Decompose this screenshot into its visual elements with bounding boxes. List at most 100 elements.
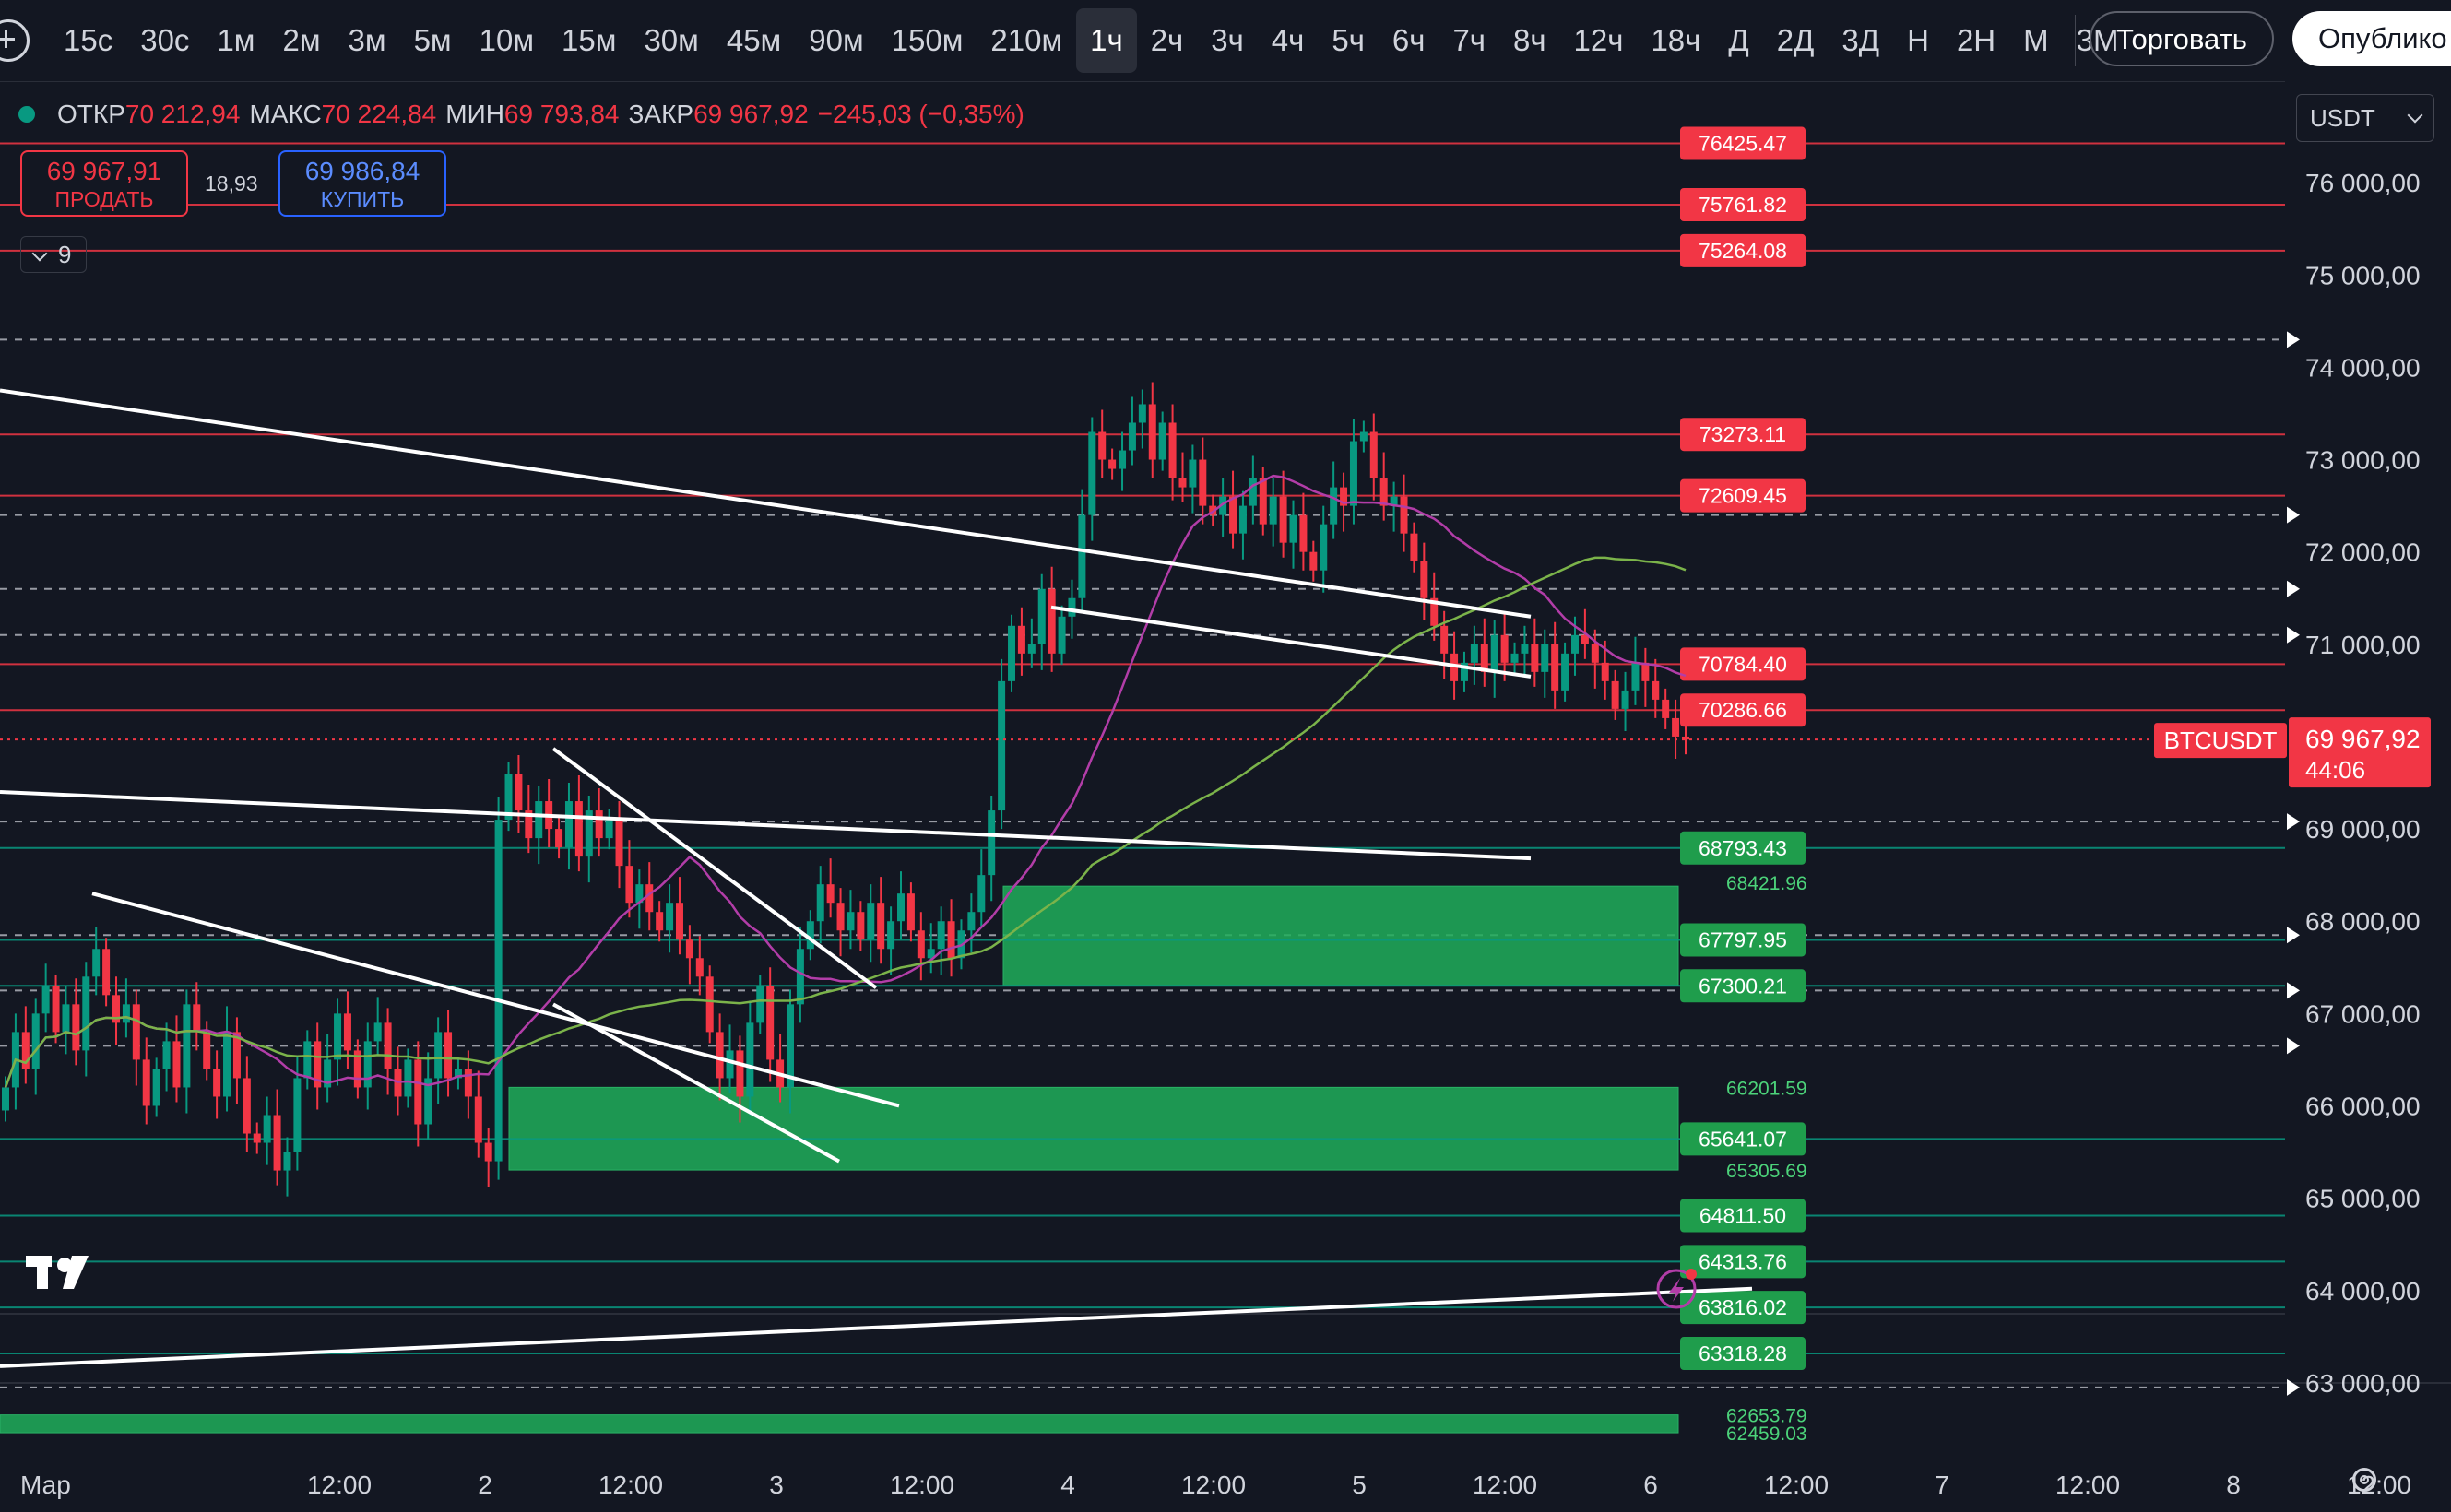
candle-body-99 [998,680,1006,811]
level-arrow-icon [2287,506,2300,524]
candle-body-167 [1682,736,1689,740]
buy-price: 69 986,84 [304,157,420,185]
timeframe-27[interactable]: 2Н [1956,23,1996,57]
candle-body-163 [1641,662,1650,681]
candle-body-27 [273,1115,281,1171]
currency-select[interactable]: USDT [2296,94,2434,142]
timeframe-12[interactable]: 210м [990,23,1063,57]
candle-body-126 [1269,496,1277,525]
timeframe-17[interactable]: 5ч [1332,23,1365,57]
candle-body-164 [1652,680,1660,700]
candle-body-63 [635,884,644,904]
candle-body-90 [906,893,915,931]
candle-body-149 [1500,634,1509,663]
candle-body-55 [555,829,563,848]
candle-body-16 [162,1041,171,1069]
candle-body-152 [1531,644,1539,672]
candle-body-100 [1008,625,1016,681]
open-label: ОТКР [57,100,125,128]
timeframe-9[interactable]: 45м [726,23,782,57]
x-tick-1: 12:00 [307,1471,372,1499]
timeframe-8[interactable]: 30м [644,23,699,57]
buy-button[interactable]: 69 986,84 КУПИТЬ [278,150,446,217]
timeframe-23[interactable]: Д [1728,23,1749,57]
support-7-label: 63318.28 [1699,1341,1787,1365]
candle-body-58 [585,810,593,857]
support-1-label: 67797.95 [1699,927,1787,951]
timeframe-5[interactable]: 5м [413,23,452,57]
y-tick-1: 75 000,00 [2305,261,2421,289]
candle-body-147 [1480,644,1488,672]
timeframe-10[interactable]: 90м [809,23,864,57]
timeframe-1[interactable]: 30с [140,23,190,57]
timeframe-2[interactable]: 1м [217,23,255,57]
timeframe-26[interactable]: Н [1907,23,1929,57]
trade-button[interactable]: Торговать [2090,11,2274,66]
support-6-tag [1680,1291,1806,1325]
candle-body-41 [414,1059,422,1125]
change-value: −245,03 (−0,35%) [817,100,1024,128]
candle-body-131 [1320,524,1328,571]
timeframe-14[interactable]: 2ч [1150,23,1184,57]
candle-body-92 [927,949,935,959]
zone-label-2: 65305.69 [1726,1161,1807,1182]
currency-value: USDT [2310,104,2375,132]
timeframe-4[interactable]: 3м [348,23,386,57]
candle-body-98 [988,810,996,876]
timeframe-28[interactable]: М [2023,23,2049,57]
level-arrow-icon [2287,982,2300,999]
indicators-toggle[interactable]: 9 [20,236,87,273]
high-value: 70 224,84 [321,100,437,128]
timeframe-25[interactable]: 3Д [1841,23,1880,57]
timeframe-20[interactable]: 8ч [1512,23,1546,57]
timeframe-18[interactable]: 6ч [1391,23,1426,57]
candle-body-52 [525,810,533,839]
add-symbol-icon[interactable] [0,19,30,62]
candle-body-117 [1178,478,1187,488]
candle-body-140 [1410,533,1418,561]
candle-body-40 [404,1059,412,1097]
timeframe-6[interactable]: 10м [479,23,535,57]
candle-body-5 [52,986,60,1033]
timeframe-16[interactable]: 4ч [1271,23,1305,57]
candle-body-162 [1631,662,1640,691]
candle-body-13 [132,1004,140,1060]
gear-icon[interactable] [2352,1468,2376,1492]
y-tick-11: 64 000,00 [2305,1277,2421,1305]
timeframe-19[interactable]: 7ч [1452,23,1486,57]
candle-body-118 [1189,459,1197,488]
y-tick-8: 67 000,00 [2305,999,2421,1028]
timeframe-7[interactable]: 15м [562,23,617,57]
x-tick-10: 6 [1643,1471,1658,1499]
candle-body-97 [977,875,986,913]
candle-body-51 [515,774,523,811]
publish-button[interactable]: Опублико [2292,11,2451,66]
sell-price: 69 967,91 [46,157,162,185]
y-tick-7: 68 000,00 [2305,907,2421,936]
resistance-3-tag [1680,418,1806,452]
timeframe-24[interactable]: 2Д [1776,23,1815,57]
support-5-tag [1680,1245,1806,1279]
candle-body-79 [796,949,804,1005]
candle-body-9 [92,949,101,977]
candle-body-74 [746,1022,754,1097]
candle-body-26 [263,1115,271,1143]
candle-body-138 [1390,496,1398,506]
timeframe-3[interactable]: 2м [282,23,321,57]
timeframe-22[interactable]: 18ч [1651,23,1701,57]
timeframe-13[interactable]: 1ч [1076,8,1137,73]
spread-value: 18,93 [205,171,258,195]
timeframe-11[interactable]: 150м [891,23,964,57]
candle-body-123 [1238,505,1247,534]
candle-body-29 [293,1078,302,1152]
support-2-label: 67300.21 [1699,974,1787,998]
timeframe-0[interactable]: 15с [64,23,113,57]
candle-body-17 [172,1041,181,1088]
timeframe-15[interactable]: 3ч [1211,23,1244,57]
timeframe-21[interactable]: 12ч [1573,23,1624,57]
candle-body-49 [494,820,503,1162]
sell-button[interactable]: 69 967,91 ПРОДАТЬ [20,150,188,217]
candle-body-6 [62,1004,70,1033]
candle-body-145 [1460,662,1468,681]
